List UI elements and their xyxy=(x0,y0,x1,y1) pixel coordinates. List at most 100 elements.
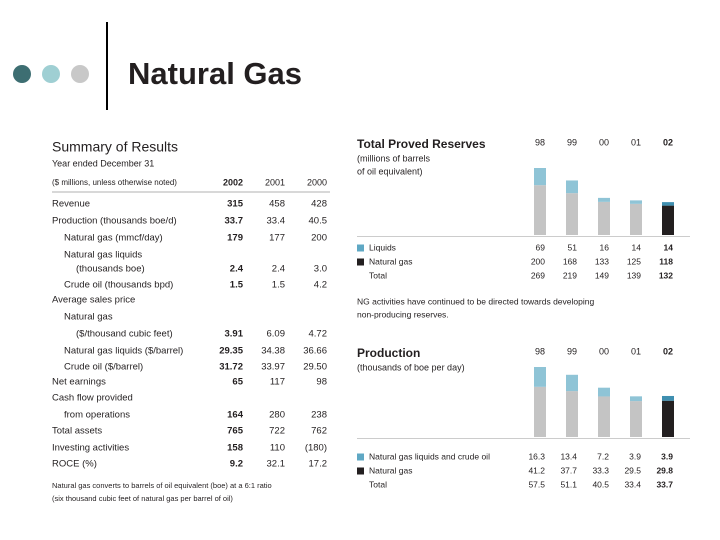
table-row-label: Production (thousands boe/d) xyxy=(52,216,177,227)
bullet-dot xyxy=(42,65,60,83)
value-label: 13.4 xyxy=(560,451,577,461)
table-cell: 164 xyxy=(227,410,244,421)
bar-segment xyxy=(566,374,578,392)
legend-label: Natural gas xyxy=(369,256,412,266)
bar-segment xyxy=(630,396,642,402)
category-label: 01 xyxy=(631,137,641,147)
value-label: 51 xyxy=(568,242,578,252)
table-cell: 98 xyxy=(316,377,327,388)
bullet-dot xyxy=(71,65,89,83)
table-cell: 428 xyxy=(311,199,327,210)
table-cell: 6.09 xyxy=(267,329,286,340)
table-cell: 17.2 xyxy=(309,459,328,470)
table-cell: 117 xyxy=(270,377,285,388)
value-label: 14 xyxy=(664,242,674,252)
table-cell: 1.5 xyxy=(230,280,244,291)
table-column-header: 2000 xyxy=(307,177,327,187)
table-cell: 762 xyxy=(311,426,327,437)
value-label: 139 xyxy=(627,270,641,280)
category-label: 02 xyxy=(663,137,673,147)
value-label: 149 xyxy=(595,270,609,280)
table-cell: (180) xyxy=(305,443,327,454)
table-cell: 33.4 xyxy=(267,216,286,227)
slide-title: Natural Gas xyxy=(128,56,302,91)
bar-segment xyxy=(598,201,610,235)
bar-segment xyxy=(662,395,674,401)
table-row-label: Cash flow provided xyxy=(52,393,133,404)
value-label: 133 xyxy=(595,256,609,266)
category-label: 98 xyxy=(535,346,545,356)
chart-note: non-producing reserves. xyxy=(357,309,449,319)
bar-segment xyxy=(534,386,546,437)
category-label: 00 xyxy=(599,137,609,147)
legend-swatch xyxy=(357,244,364,252)
table-column-header: 2001 xyxy=(265,177,285,187)
category-label: 98 xyxy=(535,137,545,147)
table-cell: 4.72 xyxy=(309,329,328,340)
bar-segment xyxy=(534,168,546,186)
table-cell: 29.35 xyxy=(219,346,243,357)
table-row-label: Crude oil ($/barrel) xyxy=(64,362,143,373)
bar-segment xyxy=(598,396,610,437)
table-cell: 31.72 xyxy=(219,362,243,373)
chart-title: Production xyxy=(357,346,420,360)
category-label: 00 xyxy=(599,346,609,356)
bar-segment xyxy=(630,200,642,204)
table-cell: 36.66 xyxy=(303,346,327,357)
table-row-label: Investing activities xyxy=(52,443,129,454)
table-cell: 458 xyxy=(269,199,285,210)
bar-segment xyxy=(662,202,674,206)
value-label: 132 xyxy=(659,270,673,280)
category-label: 99 xyxy=(567,137,577,147)
table-cell: 3.91 xyxy=(225,329,244,340)
table-cell: 33.97 xyxy=(261,362,285,373)
value-label: 69 xyxy=(536,242,546,252)
bar-segment xyxy=(662,205,674,235)
chart-subtitle: (millions of barrels xyxy=(357,153,431,163)
table-row-label: Crude oil (thousands bpd) xyxy=(64,280,173,291)
table-row-label: Total assets xyxy=(52,426,102,437)
bar-segment xyxy=(598,197,610,202)
legend-swatch xyxy=(357,467,364,475)
table-row-label: from operations xyxy=(64,410,130,421)
table-row-label: Revenue xyxy=(52,199,90,210)
value-label: 33.3 xyxy=(592,465,609,475)
bar-segment xyxy=(662,400,674,437)
table-title: Summary of Results xyxy=(52,139,178,155)
table-cell: 110 xyxy=(270,443,285,454)
table-row-label: Natural gas xyxy=(64,312,113,323)
table-cell: 2.4 xyxy=(272,264,285,275)
legend-label: Natural gas liquids and crude oil xyxy=(369,451,490,461)
bar-segment xyxy=(566,391,578,437)
value-label: 125 xyxy=(627,256,641,266)
value-label: 33.7 xyxy=(656,479,673,489)
table-cell: 765 xyxy=(227,426,244,437)
legend-label: Total xyxy=(369,270,387,280)
bar-segment xyxy=(566,193,578,235)
value-label: 3.9 xyxy=(629,451,641,461)
value-label: 29.5 xyxy=(624,465,641,475)
value-label: 57.5 xyxy=(528,479,545,489)
table-cell: 40.5 xyxy=(309,216,328,227)
bar-segment xyxy=(566,180,578,194)
chart-subtitle: of oil equivalent) xyxy=(357,166,423,176)
value-label: 14 xyxy=(632,242,642,252)
table-cell: 280 xyxy=(269,410,285,421)
table-row-label: Natural gas liquids xyxy=(64,250,142,261)
table-cell: 158 xyxy=(227,443,243,454)
value-label: 200 xyxy=(531,256,545,266)
bar-segment xyxy=(630,401,642,437)
table-cell: 238 xyxy=(311,410,327,421)
table-cell: 32.1 xyxy=(267,459,286,470)
value-label: 33.4 xyxy=(624,479,641,489)
value-label: 168 xyxy=(563,256,577,266)
value-label: 37.7 xyxy=(560,465,577,475)
table-cell: 29.50 xyxy=(303,362,327,373)
category-label: 01 xyxy=(631,346,641,356)
table-cell: 33.7 xyxy=(225,216,244,227)
table-row-label: ($/thousand cubic feet) xyxy=(76,329,173,340)
value-label: 51.1 xyxy=(560,479,577,489)
value-label: 118 xyxy=(659,256,673,266)
bar-segment xyxy=(630,203,642,235)
